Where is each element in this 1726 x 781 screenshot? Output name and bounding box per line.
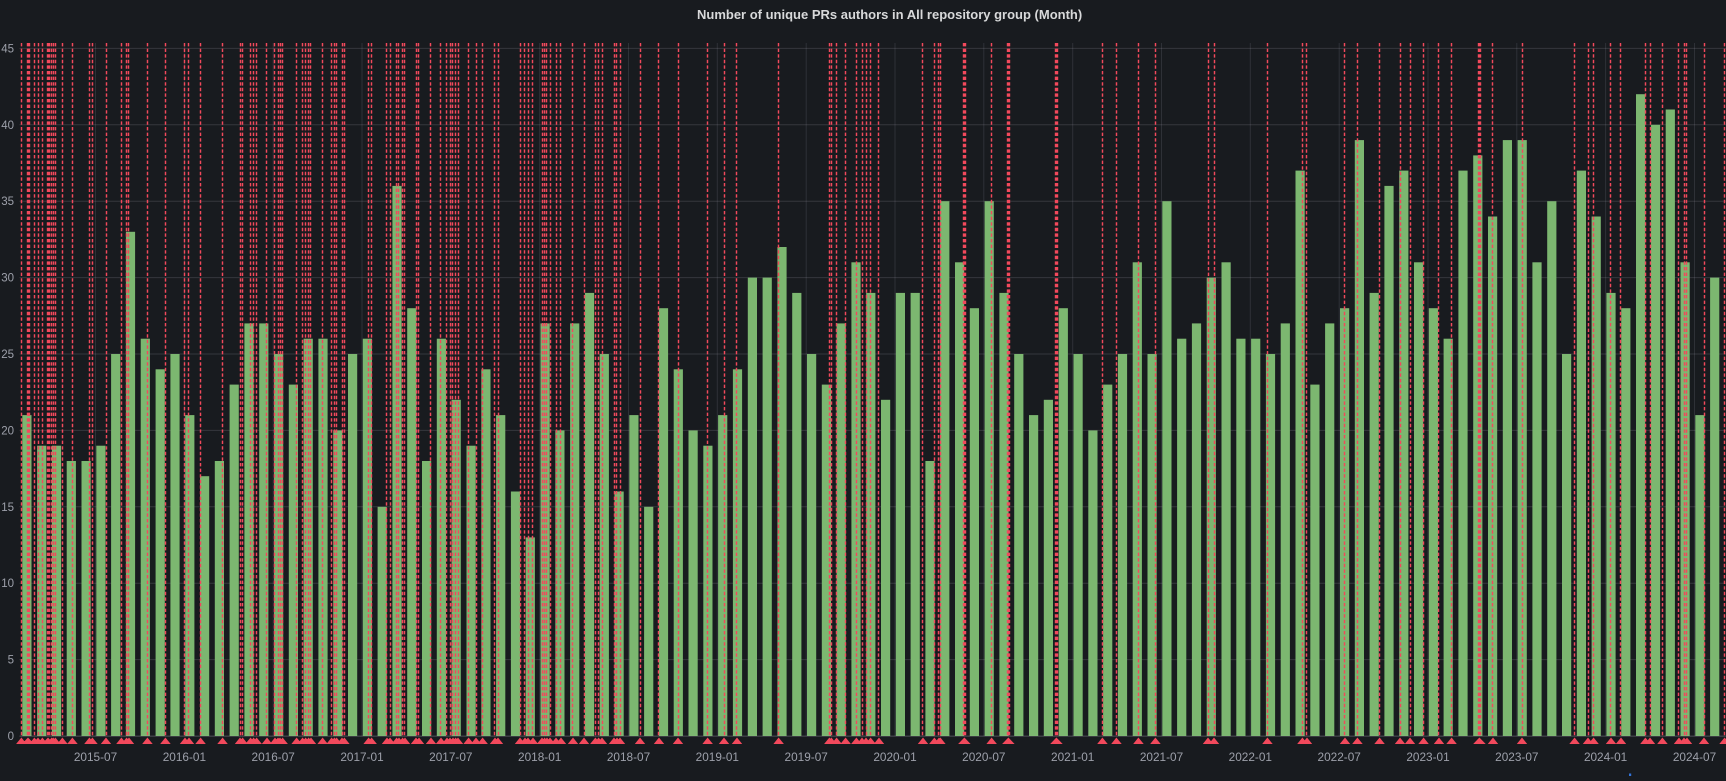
svg-text:2021-01: 2021-01	[1051, 750, 1094, 764]
svg-text:2022-01: 2022-01	[1229, 750, 1272, 764]
svg-text:2019-07: 2019-07	[785, 750, 828, 764]
svg-text:2017-07: 2017-07	[429, 750, 472, 764]
svg-text:2019-01: 2019-01	[696, 750, 739, 764]
svg-text:2015-07: 2015-07	[74, 750, 117, 764]
svg-text:2023-01: 2023-01	[1406, 750, 1449, 764]
svg-text:10: 10	[1, 578, 14, 590]
svg-text:2022-07: 2022-07	[1318, 750, 1361, 764]
svg-text:2016-07: 2016-07	[252, 750, 295, 764]
svg-text:20: 20	[1, 425, 14, 437]
svg-text:2024-01: 2024-01	[1584, 750, 1627, 764]
svg-text:2024-07: 2024-07	[1673, 750, 1716, 764]
svg-text:40: 40	[1, 120, 14, 132]
svg-text:0: 0	[8, 731, 14, 743]
svg-text:2018-07: 2018-07	[607, 750, 650, 764]
svg-text:30: 30	[1, 273, 14, 285]
svg-text:Number of unique PRs authors i: Number of unique PRs authors in All repo…	[697, 7, 1082, 22]
svg-text:5: 5	[8, 655, 14, 667]
svg-text:15: 15	[1, 502, 14, 514]
svg-text:2018-01: 2018-01	[518, 750, 561, 764]
svg-text:2020-01: 2020-01	[873, 750, 916, 764]
svg-text:2016-01: 2016-01	[163, 750, 206, 764]
svg-text:25: 25	[1, 349, 14, 361]
svg-text:2020-07: 2020-07	[962, 750, 1005, 764]
svg-text:2017-01: 2017-01	[340, 750, 383, 764]
svg-text:2021-07: 2021-07	[1140, 750, 1183, 764]
svg-text:45: 45	[1, 43, 14, 55]
svg-text:2023-07: 2023-07	[1495, 750, 1538, 764]
svg-text:35: 35	[1, 196, 14, 208]
